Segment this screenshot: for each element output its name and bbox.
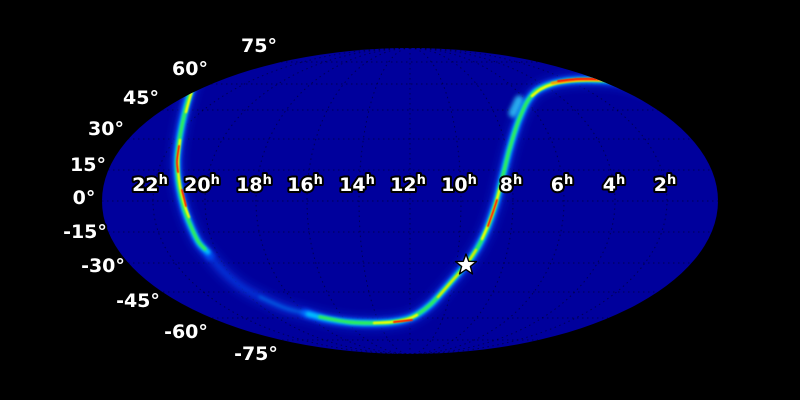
ra-tick-label: 18h [236, 173, 272, 196]
dec-tick-label: 0° [73, 187, 96, 209]
ra-tick-label: 20h [184, 173, 220, 196]
ra-tick-value: 18 [236, 174, 262, 196]
band-segment-red-left-upper [176, 145, 180, 173]
band-segment-cyan-knee-blob [508, 95, 524, 118]
dec-tick-label: 30° [88, 118, 124, 140]
graticule-meridian [409, 48, 514, 354]
ra-tick-value: 2 [654, 174, 667, 196]
ra-tick-value: 8 [500, 174, 513, 196]
ra-tick-label: 14h [339, 173, 375, 196]
ra-tick-unit: h [314, 173, 323, 188]
ra-tick-unit: h [667, 173, 676, 188]
dec-tick-label: -60° [164, 321, 208, 343]
ra-tick-value: 16 [287, 174, 313, 196]
band-segment-red-bottom [393, 319, 413, 323]
ra-tick-value: 6 [551, 174, 564, 196]
ra-tick-unit: h [417, 173, 426, 188]
ra-tick-value: 14 [339, 174, 365, 196]
graticule-meridian [255, 48, 411, 354]
event-marker-group [454, 253, 478, 275]
ra-tick-label: 10h [441, 173, 477, 196]
dec-tick-label: -30° [81, 255, 125, 277]
event-marker-star [454, 253, 478, 275]
dec-axis-labels: 75° 60° 45° 30° 15° 0° -15° -30° -45°-60° -75° [61, 33, 280, 367]
graticule-meridian [409, 48, 462, 354]
dec-tick-label: 45° [123, 87, 159, 109]
ra-tick-value: 4 [603, 174, 616, 196]
graticule-meridian [358, 48, 411, 354]
ra-tick-label: 2h [654, 173, 677, 196]
ra-tick-label: 22h [132, 173, 168, 196]
dec-tick-label: -15° [63, 221, 107, 243]
ra-tick-unit: h [564, 173, 573, 188]
ra-tick-label: 12h [390, 173, 426, 196]
ra-tick-label: 6h [551, 173, 574, 196]
probability-band [169, 64, 653, 331]
ra-tick-label: 16h [287, 173, 323, 196]
ra-tick-unit: h [263, 173, 272, 188]
graticule-meridian [409, 48, 565, 354]
band-segment-red-left-lower [181, 189, 187, 207]
dec-tick-label: 60° [172, 58, 208, 80]
ra-tick-label: 8h [500, 173, 523, 196]
dec-tick-label: 75° [241, 35, 277, 57]
ra-tick-value: 22 [132, 174, 158, 196]
band-segment-cyan-faint-bottom-left [258, 295, 307, 315]
graticule-meridian [306, 48, 411, 354]
band-segment-red-right [487, 199, 498, 227]
ra-tick-value: 10 [441, 174, 467, 196]
dec-tick-label: -75° [234, 343, 278, 365]
ra-tick-value: 12 [390, 174, 416, 196]
ra-tick-unit: h [616, 173, 625, 188]
ra-tick-unit: h [366, 173, 375, 188]
ra-tick-unit: h [468, 173, 477, 188]
dec-tick-label: 15° [70, 154, 106, 176]
ra-tick-value: 20 [184, 174, 210, 196]
sky-ellipse [102, 48, 718, 354]
ra-axis-labels: 22h 20h 18h 16h 14h 12h 10h 8h 6h 4h 2h [130, 171, 678, 198]
ra-tick-unit: h [513, 173, 522, 188]
ra-tick-unit: h [211, 173, 220, 188]
graticule-grid [102, 48, 718, 354]
ra-tick-unit: h [159, 173, 168, 188]
dec-tick-label: -45° [116, 290, 160, 312]
ra-tick-label: 4h [603, 173, 626, 196]
